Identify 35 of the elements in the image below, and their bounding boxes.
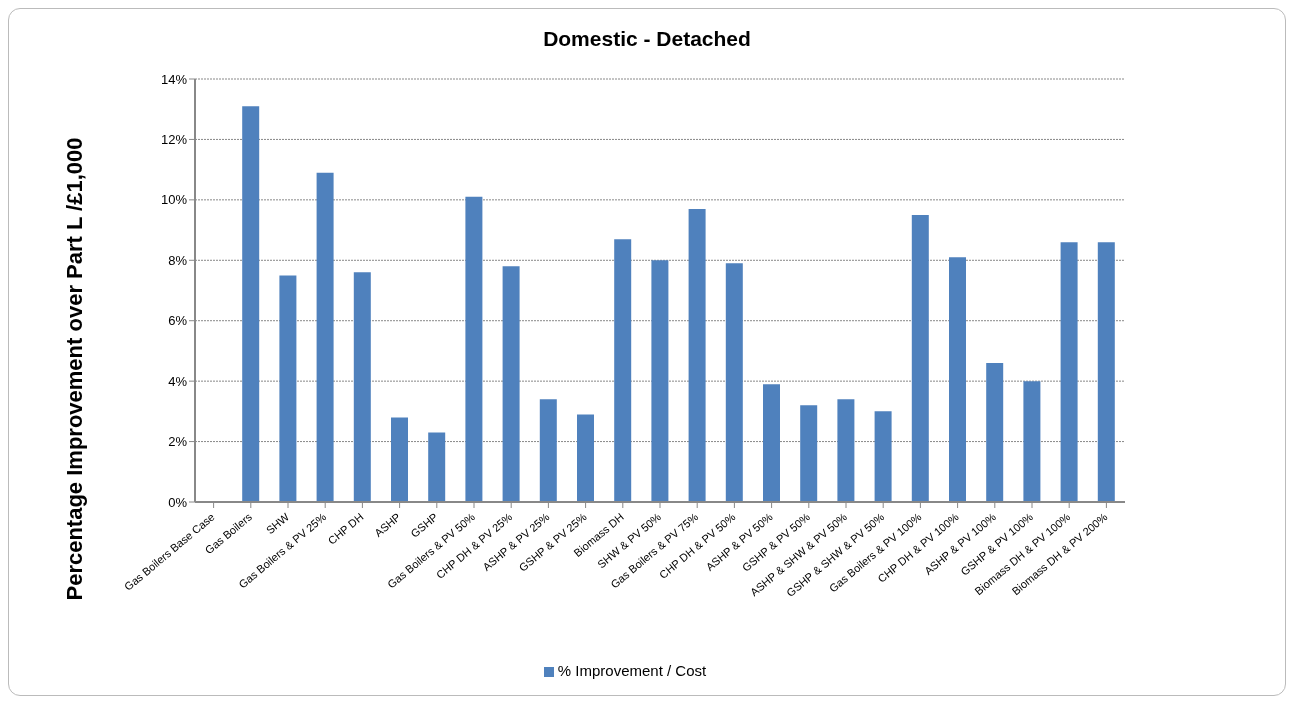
bar [279,275,297,502]
bar [465,196,483,502]
bar [242,106,260,502]
y-tick-label: 2% [168,434,188,450]
bar [800,405,818,502]
bar [725,263,743,502]
bar [763,384,780,502]
bar [428,432,446,502]
bar [1023,381,1041,502]
bar [577,414,594,502]
y-tick-label: 0% [168,494,188,510]
bar [502,266,520,502]
bar [1097,242,1115,502]
y-tick-label: 14% [160,71,188,87]
bar [911,214,929,502]
chart-title: Domestic - Detached [542,27,752,51]
y-tick-label: 10% [160,192,188,208]
bar [688,208,706,502]
y-axis-title: Percentage Improvement over Part L /£1,000 [62,137,88,601]
bar [651,260,669,502]
bar [874,411,892,502]
bar [837,399,855,502]
y-tick-label: 6% [168,313,188,329]
legend-label: % Improvement / Cost [557,662,707,679]
bar [391,417,408,502]
bar [949,257,966,502]
bar [986,363,1004,502]
y-tick-label: 4% [168,373,188,389]
bar [1060,242,1078,502]
bar [316,172,334,502]
y-tick-label: 12% [160,132,188,148]
bar [614,239,632,502]
bar [539,399,557,502]
bar [353,272,371,502]
y-tick-label: 8% [168,252,188,268]
